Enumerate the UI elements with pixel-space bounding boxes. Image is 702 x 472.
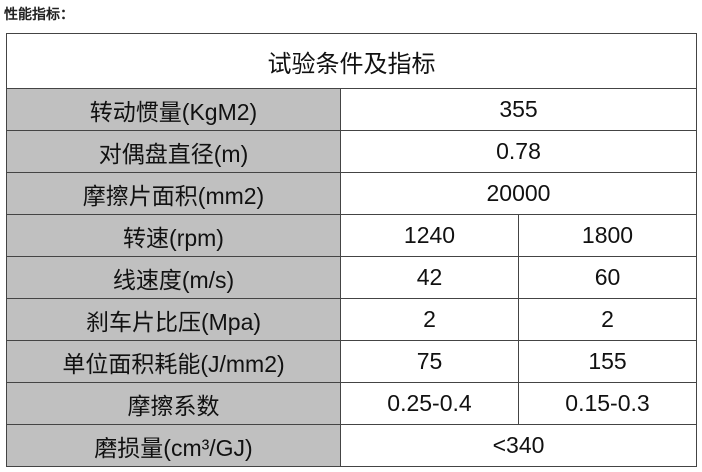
row-value: 0.15-0.3 [518,382,697,425]
row-label: 转速(rpm) [6,214,341,257]
table-row: 转速(rpm) 1240 1800 [6,214,697,257]
row-value: 75 [340,340,519,383]
row-value: 2 [518,298,697,341]
table-row: 摩擦片面积(mm2) 20000 [6,172,697,215]
row-label: 对偶盘直径(m) [6,130,341,173]
row-label: 摩擦系数 [6,382,341,425]
table-row: 刹车片比压(Mpa) 2 2 [6,298,697,341]
table-row: 对偶盘直径(m) 0.78 [6,130,697,173]
table-title: 试验条件及指标 [6,33,697,89]
table-title-row: 试验条件及指标 [6,33,697,89]
row-label: 刹车片比压(Mpa) [6,298,341,341]
row-value: 0.78 [340,130,697,173]
row-value: 2 [340,298,519,341]
row-value: 355 [340,88,697,131]
row-label: 摩擦片面积(mm2) [6,172,341,215]
row-value: <340 [340,424,697,467]
row-label: 转动惯量(KgM2) [6,88,341,131]
row-label: 磨损量(cm³/GJ) [6,424,341,467]
row-value: 20000 [340,172,697,215]
section-heading: 性能指标： [4,7,74,23]
performance-table: 试验条件及指标 转动惯量(KgM2) 355 对偶盘直径(m) 0.78 摩擦片面积(m… [6,33,697,467]
row-value: 60 [518,256,697,299]
row-value: 0.25-0.4 [340,382,519,425]
row-value: 1800 [518,214,697,257]
row-value: 155 [518,340,697,383]
table-row: 摩擦系数 0.25-0.4 0.15-0.3 [6,382,697,425]
row-value: 42 [340,256,519,299]
table-row: 单位面积耗能(J/mm2) 75 155 [6,340,697,383]
table-row: 转动惯量(KgM2) 355 [6,88,697,131]
row-label: 线速度(m/s) [6,256,341,299]
table-row: 线速度(m/s) 42 60 [6,256,697,299]
row-value: 1240 [340,214,519,257]
row-label: 单位面积耗能(J/mm2) [6,340,341,383]
table-row: 磨损量(cm³/GJ) <340 [6,424,697,467]
